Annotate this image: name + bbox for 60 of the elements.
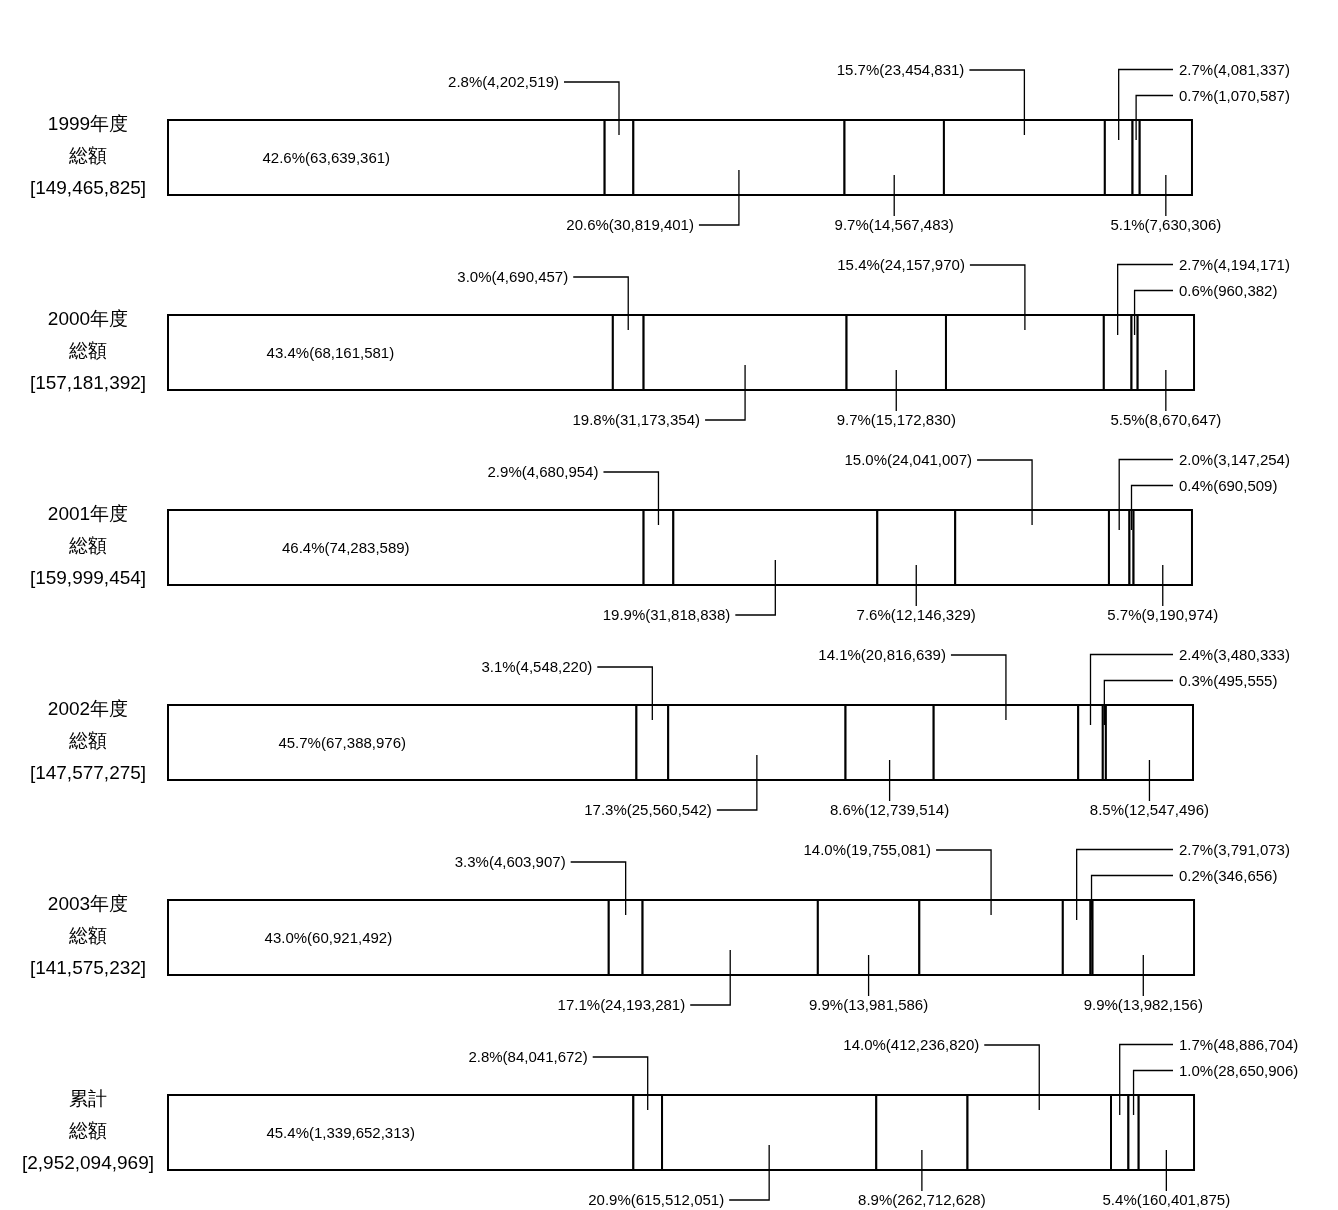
data-label: 5.5%(8,670,647): [1110, 411, 1222, 428]
data-label: 9.9%(13,982,156): [1083, 996, 1203, 1013]
data-label: 20.9%(615,512,051): [588, 1191, 725, 1208]
data-label: 14.0%(19,755,081): [803, 841, 932, 858]
text: 総額[159,999,454]: [29, 535, 147, 588]
data-label: 0.3%(495,555): [1179, 671, 1278, 689]
y-tick-label: 2002年度: [47, 698, 129, 719]
data-label: 2.0%(3,147,254): [1179, 450, 1290, 468]
y-tick-label: 2003年度: [47, 893, 129, 914]
data-label: 19.9%(31,818,838): [602, 606, 731, 623]
data-label: 2.9%(4,680,954): [487, 463, 599, 480]
data-label: 43.0%(60,921,492): [264, 928, 393, 946]
data-label: 3.1%(4,548,220): [481, 658, 593, 675]
data-label: 9.7%(15,172,830): [836, 411, 956, 428]
data-label: 0.4%(690,509): [1179, 476, 1278, 494]
data-label: 2.7%(4,081,337): [1179, 60, 1290, 78]
data-label: 43.4%(68,161,581): [266, 343, 395, 361]
data-label: 0.2%(346,656): [1179, 866, 1278, 884]
text: 総額[157,181,392]: [29, 340, 147, 393]
data-label: 15.0%(24,041,007): [844, 451, 973, 468]
data-label: 2.8%(4,202,519): [448, 73, 559, 90]
data-label: 19.8%(31,173,354): [572, 411, 701, 428]
data-label: 1.0%(28,650,906): [1179, 1061, 1299, 1079]
data-label: 0.6%(960,382): [1179, 281, 1278, 299]
data-label: 20.6%(30,819,401): [566, 216, 694, 233]
data-label: 2.4%(3,480,333): [1179, 645, 1290, 663]
data-label: 9.7%(14,567,483): [834, 216, 954, 233]
data-label: 8.6%(12,739,514): [829, 801, 950, 818]
data-label: 0.7%(1,070,587): [1179, 86, 1290, 104]
y-tick-label: 1999年度: [47, 113, 129, 134]
y-tick-label: 2000年度: [47, 308, 129, 329]
data-label: 2.7%(4,194,171): [1179, 255, 1290, 273]
data-label: 5.7%(9,190,974): [1107, 606, 1219, 623]
data-label: 8.5%(12,547,496): [1089, 801, 1210, 818]
data-label: 45.7%(67,388,976): [278, 733, 407, 751]
data-label: 7.6%(12,146,329): [856, 606, 976, 623]
data-label: 46.4%(74,283,589): [282, 538, 410, 556]
data-label: 15.7%(23,454,831): [836, 61, 965, 78]
data-label: 2.8%(84,041,672): [468, 1048, 588, 1065]
data-label: 5.1%(7,630,306): [1110, 216, 1222, 233]
y-tick-label: 2001年度: [47, 503, 129, 524]
data-label: 17.3%(25,560,542): [584, 801, 712, 818]
data-label: 3.3%(4,603,907): [454, 853, 566, 870]
text: 総額[141,575,232]: [29, 925, 147, 978]
data-label: 9.9%(13,981,586): [808, 996, 929, 1013]
data-label: 2.7%(3,791,073): [1179, 840, 1290, 858]
data-label: 45.4%(1,339,652,313): [266, 1123, 415, 1141]
data-label: 14.0%(412,236,820): [843, 1036, 980, 1053]
data-label: 5.4%(160,401,875): [1102, 1191, 1231, 1208]
text: 総額[2,952,094,969]: [21, 1120, 155, 1173]
data-label: 15.4%(24,157,970): [837, 256, 965, 273]
data-label: 42.6%(63,639,361): [262, 148, 391, 166]
data-label: 3.0%(4,690,457): [457, 268, 569, 285]
text: 総額[147,577,275]: [29, 730, 147, 783]
data-label: 14.1%(20,816,639): [818, 646, 946, 663]
y-tick-label: 累計: [69, 1088, 107, 1109]
data-label: 8.9%(262,712,628): [858, 1191, 986, 1208]
data-label: 1.7%(48,886,704): [1179, 1035, 1299, 1053]
text: 総額[149,465,825]: [29, 145, 147, 198]
data-label: 17.1%(24,193,281): [557, 996, 686, 1013]
